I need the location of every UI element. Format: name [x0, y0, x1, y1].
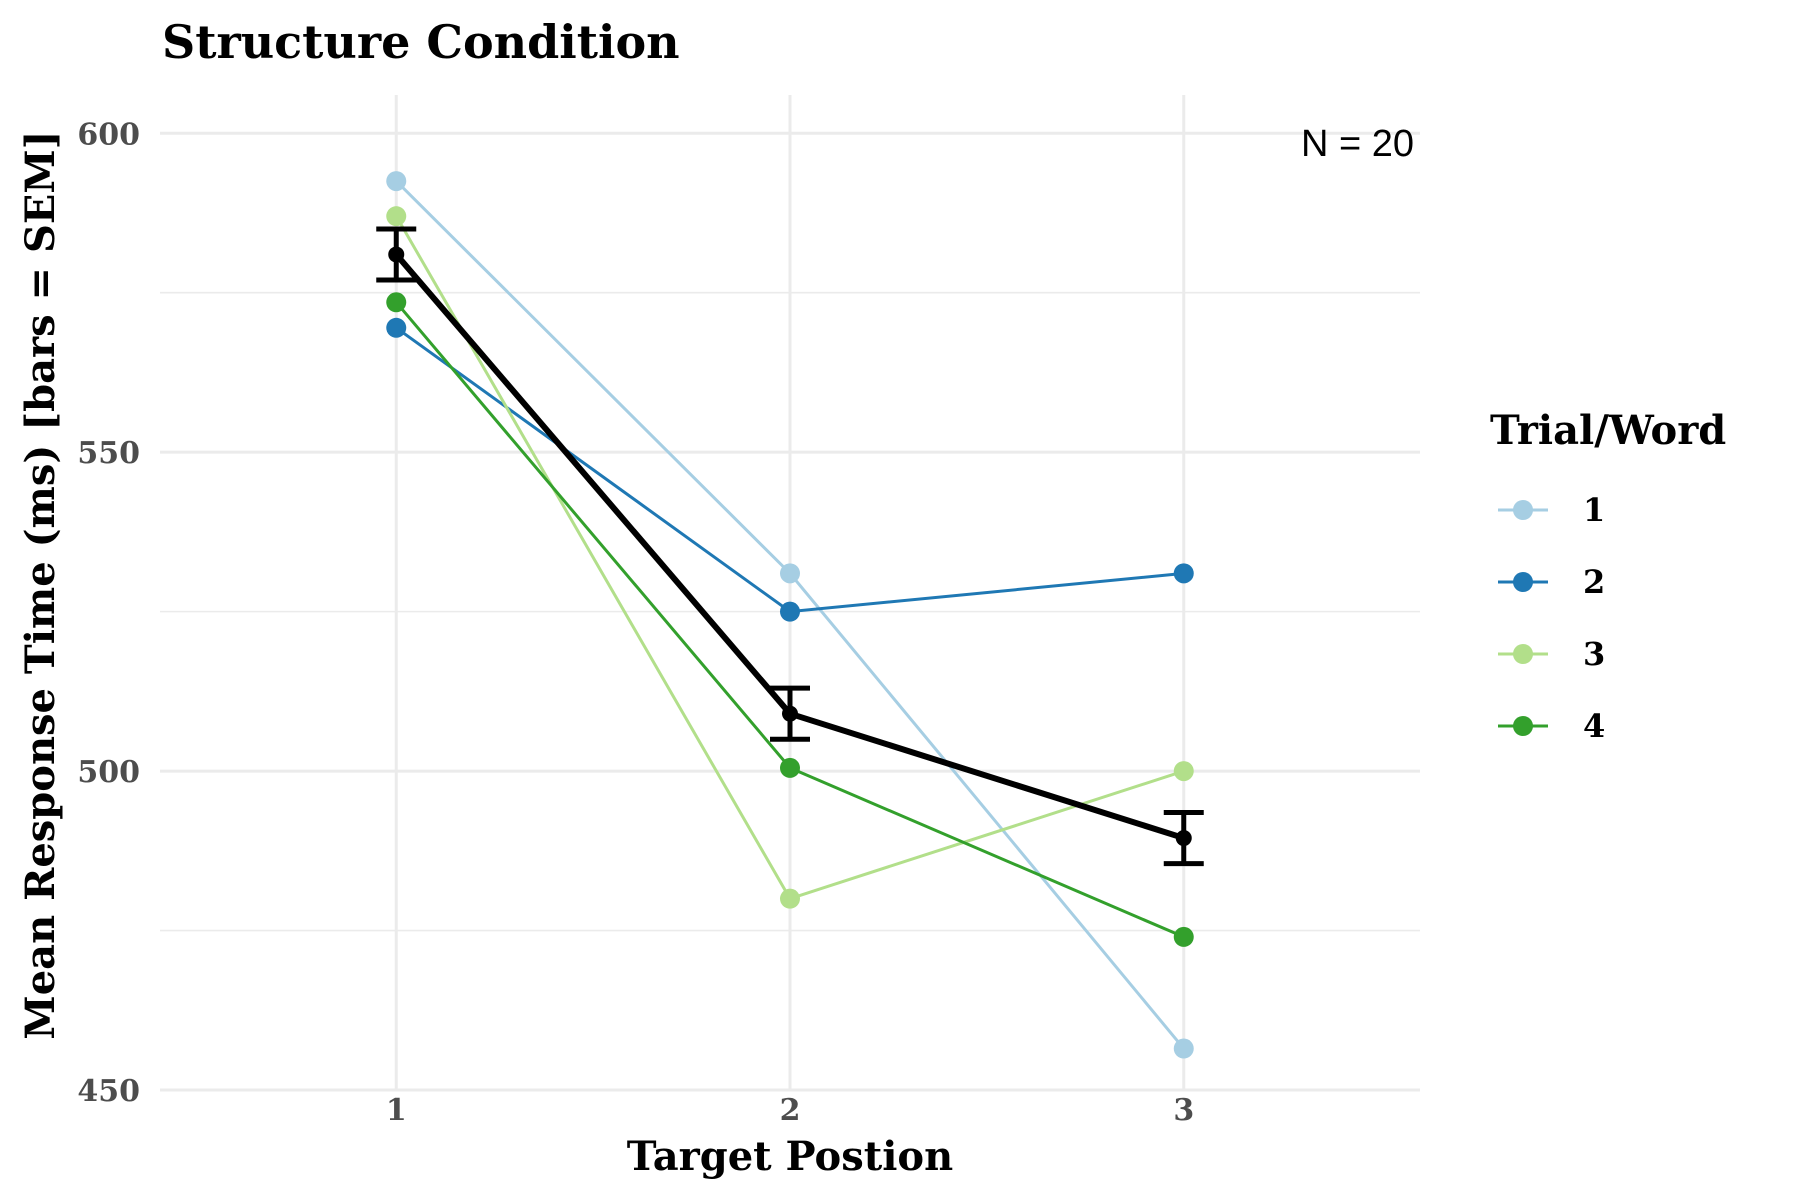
- grid: [160, 95, 1420, 1092]
- legend: Trial/Word 1 2 3 4: [1490, 407, 1726, 745]
- series-layer: [386, 171, 1194, 1059]
- data-point-1: [780, 563, 800, 584]
- legend-key-point: [1513, 716, 1533, 736]
- legend-item-4: 4: [1498, 707, 1605, 745]
- y-tick-label: 600: [77, 117, 140, 152]
- legend-title: Trial/Word: [1490, 407, 1726, 454]
- data-point-4: [386, 292, 407, 313]
- y-axis-label: Mean Response Time (ms) [bars = SEM]: [17, 130, 64, 1039]
- x-tick-label: 3: [1173, 1093, 1194, 1128]
- series-3: [386, 206, 1194, 909]
- data-point-1: [1173, 1038, 1194, 1059]
- data-point-2: [1173, 563, 1194, 584]
- n-annotation: N = 20: [1301, 123, 1414, 165]
- legend-key-point: [1513, 644, 1533, 664]
- data-point-4: [1173, 926, 1194, 947]
- y-tick-labels: 450 500 550 600: [77, 117, 140, 1109]
- mean-point: [782, 705, 798, 722]
- legend-label: 1: [1583, 491, 1605, 529]
- chart-title: Structure Condition: [162, 15, 680, 69]
- legend-label: 2: [1583, 563, 1605, 601]
- mean-point: [388, 246, 405, 263]
- legend-key-point: [1513, 572, 1533, 592]
- data-point-2: [780, 601, 800, 622]
- mean-layer: [376, 226, 1204, 867]
- legend-label: 4: [1583, 707, 1605, 745]
- mean-point: [1175, 830, 1192, 847]
- data-point-3: [1173, 761, 1194, 782]
- y-tick-label: 550: [77, 436, 140, 471]
- data-point-3: [780, 888, 800, 909]
- legend-label: 3: [1583, 635, 1605, 673]
- x-tick-label: 1: [386, 1093, 407, 1128]
- series-2: [386, 317, 1194, 622]
- y-tick-label: 450: [77, 1074, 140, 1109]
- x-tick-labels: 1 2 3: [386, 1093, 1194, 1128]
- data-point-1: [386, 171, 407, 192]
- series-4: [386, 292, 1194, 947]
- data-point-4: [780, 757, 800, 778]
- legend-key-point: [1513, 500, 1533, 520]
- data-point-2: [386, 317, 407, 338]
- legend-item-1: 1: [1498, 491, 1605, 529]
- x-tick-label: 2: [780, 1093, 801, 1128]
- y-tick-label: 500: [77, 755, 140, 790]
- legend-item-2: 2: [1498, 563, 1605, 601]
- data-point-3: [386, 206, 407, 227]
- x-axis-label: Target Postion: [627, 1133, 953, 1180]
- series-1: [386, 171, 1194, 1059]
- legend-item-3: 3: [1498, 635, 1605, 673]
